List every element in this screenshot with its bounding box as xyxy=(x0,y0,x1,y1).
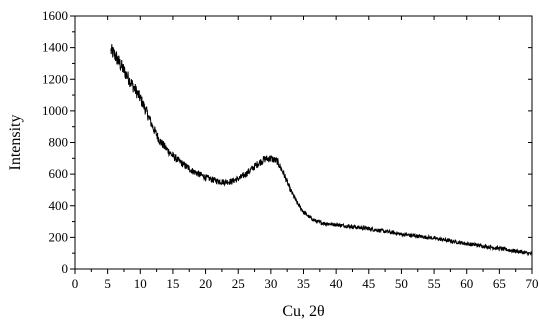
y-axis: 0 200 400 600 800 1000 1200 1400 1600 xyxy=(42,8,532,276)
x-tick-label: 20 xyxy=(199,276,212,291)
x-tick-label: 55 xyxy=(428,276,441,291)
x-tick-label: 5 xyxy=(104,276,111,291)
y-tick-label: 800 xyxy=(49,135,69,150)
x-tick-label: 40 xyxy=(330,276,343,291)
x-tick-label: 0 xyxy=(72,276,79,291)
x-tick-label: 50 xyxy=(395,276,408,291)
y-tick-label: 1400 xyxy=(42,40,68,55)
x-tick-label: 10 xyxy=(134,276,147,291)
plot-border xyxy=(74,15,533,270)
x-tick-label: 45 xyxy=(362,276,375,291)
y-tick-label: 1200 xyxy=(42,71,68,86)
x-tick-label: 25 xyxy=(232,276,245,291)
y-tick-label: 1000 xyxy=(42,103,68,118)
x-tick-label: 60 xyxy=(460,276,473,291)
plot-area xyxy=(74,15,533,270)
y-tick-label: 400 xyxy=(49,198,69,213)
y-tick-label: 600 xyxy=(49,166,69,181)
y-tick-label: 0 xyxy=(62,261,69,276)
y-tick-label: 1600 xyxy=(42,8,68,23)
x-tick-label: 35 xyxy=(297,276,310,291)
x-tick-label: 70 xyxy=(526,276,539,291)
x-tick-label: 30 xyxy=(264,276,277,291)
intensity-series-line xyxy=(110,44,533,257)
x-tick-label: 65 xyxy=(493,276,506,291)
x-axis-title: Cu, 2θ xyxy=(282,303,324,320)
x-axis: 0 5 10 15 20 25 30 35 40 45 50 55 60 65 70 xyxy=(72,16,539,291)
y-tick-label: 200 xyxy=(49,229,69,244)
x-tick-label: 15 xyxy=(166,276,179,291)
y-axis-title: Intensity xyxy=(7,115,24,171)
